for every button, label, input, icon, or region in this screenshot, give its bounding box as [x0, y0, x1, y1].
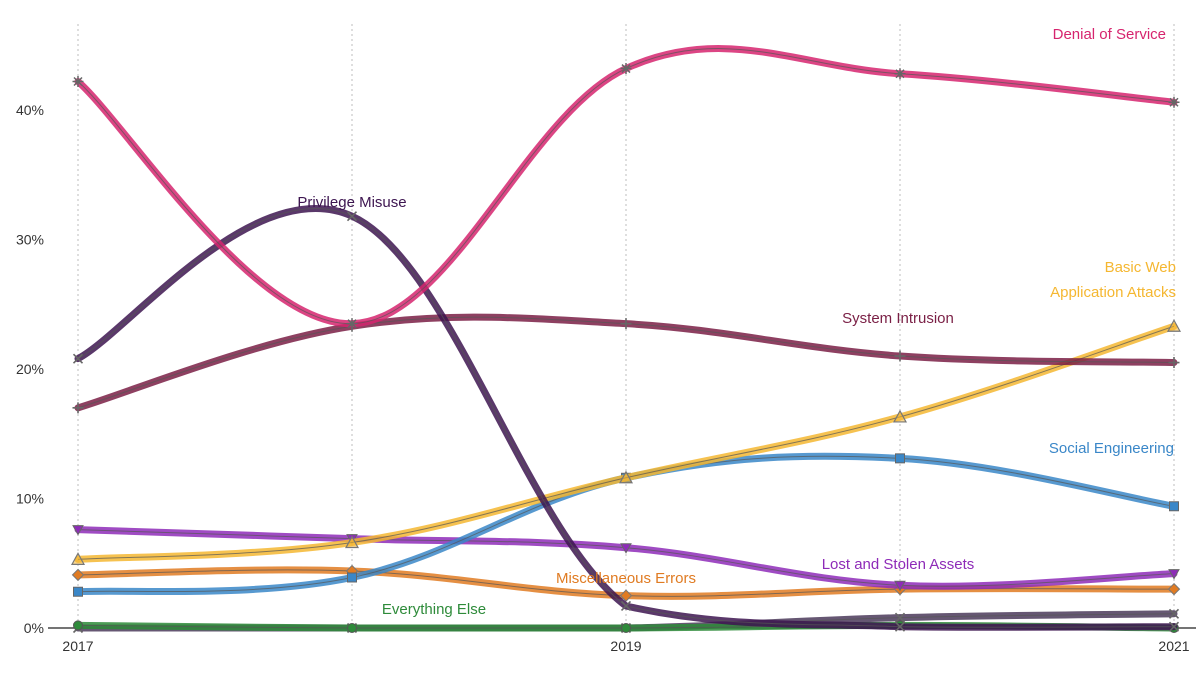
data-point [620, 318, 632, 330]
x-axis-ticks: 2017 2019 2021 [62, 638, 1189, 654]
data-point [1168, 621, 1180, 632]
data-point [620, 543, 632, 554]
y-tick-label: 30% [16, 232, 44, 248]
data-point [346, 211, 358, 222]
series-line [71, 564, 1181, 602]
data-point [894, 350, 906, 362]
series-label: Basic Web [1105, 259, 1176, 276]
data-point [618, 470, 634, 484]
data-point [70, 552, 86, 565]
data-point [1167, 582, 1181, 596]
series-group [70, 45, 1182, 634]
series-line [72, 45, 1180, 330]
x-tick-label: 2017 [62, 638, 93, 654]
series-label: Lost and Stolen Assets [822, 556, 975, 573]
data-point [72, 525, 84, 536]
series-center-line [77, 48, 1175, 325]
series-label: Miscellaneous Errors [556, 570, 696, 587]
series-label: Denial of Service [1053, 26, 1166, 43]
data-point [1169, 501, 1179, 512]
data-point [619, 589, 633, 602]
series-line [70, 319, 1182, 565]
data-point [347, 623, 357, 633]
data-point [1168, 357, 1180, 369]
series-label: System Intrusion [842, 310, 954, 327]
data-point [72, 76, 84, 88]
series-line [72, 525, 1180, 592]
data-point [1168, 608, 1180, 619]
data-point [620, 600, 632, 612]
y-tick-label: 10% [16, 491, 44, 507]
data-point [71, 568, 85, 582]
x-tick-label: 2021 [1158, 638, 1189, 654]
y-tick-label: 40% [16, 102, 44, 118]
series-label: Social Engineering [1049, 440, 1174, 457]
y-axis-ticks: 0% 10% 20% 30% 40% [16, 102, 44, 636]
data-point [894, 68, 906, 80]
data-point [894, 612, 906, 623]
data-point [72, 402, 84, 414]
y-tick-label: 0% [24, 620, 44, 636]
data-point [1168, 569, 1180, 580]
data-point [72, 353, 84, 364]
series-label: Everything Else [382, 601, 486, 618]
data-point [892, 409, 908, 423]
data-point [73, 620, 83, 631]
data-point [347, 572, 357, 583]
data-point [894, 580, 906, 592]
data-point [1166, 319, 1182, 332]
data-point [621, 623, 631, 633]
data-point [620, 63, 632, 75]
data-point [894, 621, 906, 632]
x-tick-label: 2019 [610, 638, 641, 654]
data-point [346, 318, 358, 330]
y-tick-label: 20% [16, 361, 44, 377]
series-line [72, 205, 1180, 632]
series-label: Application Attacks [1050, 284, 1176, 301]
series-labels: Denial of Service Privilege Misuse System … [297, 26, 1176, 618]
data-point [895, 453, 905, 464]
data-point [344, 535, 360, 549]
data-point [73, 586, 83, 597]
data-point [1168, 96, 1180, 108]
series-label: Privilege Misuse [297, 194, 406, 211]
series-center-line [77, 208, 1175, 628]
